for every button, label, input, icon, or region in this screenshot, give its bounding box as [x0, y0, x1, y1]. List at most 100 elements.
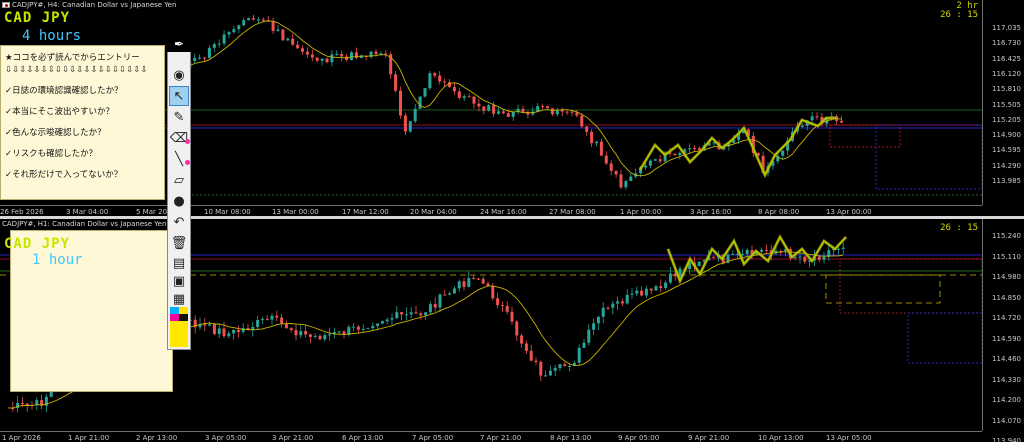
- candle-body: [784, 249, 788, 251]
- candle-body: [653, 159, 657, 161]
- candle-body: [304, 331, 308, 335]
- time-tick: 13 Mar 00:00: [272, 208, 319, 216]
- pen-icon[interactable]: ✎: [173, 109, 185, 125]
- checklist-notepad[interactable]: ★ココを必ず読んでからエントリー ⇩⇩⇩⇩⇩⇩⇩⇩⇩⇩⇩⇩⇩⇩⇩⇩⇩⇩⇩⇩ ✓日…: [0, 45, 165, 200]
- candle-body: [482, 106, 486, 111]
- time-tick: 13 Apr 00:00: [826, 208, 872, 216]
- line-icon[interactable]: ╲: [169, 149, 190, 169]
- dot-icon[interactable]: ●: [173, 193, 185, 209]
- cursor-icon[interactable]: ↖: [169, 86, 189, 106]
- color-palette-icon[interactable]: [170, 307, 188, 347]
- candle-body: [560, 109, 564, 112]
- note-check-wave: ✓本当にそこ波出やすいか？: [5, 107, 114, 117]
- candle-body: [193, 319, 197, 328]
- candle-body: [281, 29, 285, 41]
- candle-body: [779, 250, 783, 252]
- candle-body: [836, 248, 840, 250]
- candle-body: [515, 321, 519, 336]
- panel-separator[interactable]: [0, 216, 1024, 219]
- clipboard-icon[interactable]: ▦: [172, 291, 186, 307]
- candle-body: [746, 129, 750, 136]
- h1-bar-countdown: 26 : 15: [940, 223, 978, 233]
- candle-body: [740, 253, 744, 255]
- candle-body: [294, 330, 298, 336]
- candle-body: [611, 303, 615, 308]
- undo-icon[interactable]: ↶: [173, 214, 185, 230]
- candle-body: [472, 278, 476, 280]
- candle-body: [629, 176, 633, 182]
- candle-body: [827, 250, 831, 257]
- candle-body: [271, 21, 275, 31]
- candle-body: [350, 52, 353, 60]
- price-tick: 113.940: [992, 437, 1021, 442]
- candle-body: [800, 125, 804, 127]
- candle-body: [313, 335, 317, 337]
- candle-body: [332, 332, 336, 335]
- candle-body: [374, 51, 378, 55]
- time-tick: 26 Feb 2026: [0, 208, 44, 216]
- eraser-icon[interactable]: ⌫: [169, 130, 190, 146]
- candle-body: [232, 29, 236, 33]
- candle-body: [619, 174, 623, 188]
- candle-body: [688, 148, 692, 150]
- candle-body: [760, 249, 764, 252]
- candle-body: [49, 389, 53, 397]
- candle-body: [810, 116, 814, 121]
- candle-body: [265, 319, 269, 321]
- candle-body: [385, 319, 389, 322]
- candle-body: [550, 108, 554, 115]
- price-tick: 115.505: [992, 100, 1021, 109]
- wave-shadow: [638, 116, 836, 179]
- candle-body: [659, 286, 663, 288]
- candle-body: [347, 327, 351, 335]
- candle-body: [428, 73, 432, 89]
- stamp-icon[interactable]: ▤: [172, 255, 186, 271]
- candle-body: [664, 282, 668, 288]
- h1-time-axis[interactable]: 1 Apr 2026 1 Apr 21:00 2 Apr 13:00 3 Apr 05…: [0, 431, 982, 442]
- candle-body: [751, 135, 755, 154]
- candle-body: [575, 112, 579, 116]
- candle-body: [276, 29, 280, 31]
- candle-body: [476, 278, 480, 280]
- candle-body: [487, 105, 491, 111]
- h1-price-axis[interactable]: 115.240 115.110 114.980 114.850 114.720 114.5…: [982, 219, 1024, 442]
- candle-body: [731, 253, 735, 255]
- camera-icon[interactable]: ▣: [172, 273, 186, 289]
- candle-body: [467, 278, 471, 287]
- eye-icon[interactable]: ◉: [173, 67, 185, 83]
- wave-zigzag-line: [667, 235, 847, 284]
- candle-body: [595, 141, 598, 144]
- canada-flag-icon: [2, 2, 10, 8]
- candle-body: [577, 347, 581, 363]
- candle-body: [497, 111, 500, 114]
- candle-body: [472, 96, 476, 104]
- candle-body: [198, 57, 202, 59]
- h4-time-axis[interactable]: 26 Feb 2026 3 Mar 04:00 5 Mar 20:00 10 Mar …: [0, 205, 982, 216]
- candle-body: [413, 108, 417, 122]
- candle-body: [793, 256, 797, 259]
- candle-body: [625, 294, 629, 304]
- time-tick: 3 Apr 21:00: [272, 434, 314, 442]
- time-tick: 6 Apr 13:00: [342, 434, 384, 442]
- candle-body: [400, 312, 404, 315]
- candle-body: [359, 55, 363, 58]
- time-tick: 7 Apr 05:00: [412, 434, 454, 442]
- note-check-journal: ✓日誌の環境認識確認したか？: [5, 86, 123, 96]
- candle-body: [419, 313, 423, 316]
- candle-body: [320, 58, 324, 61]
- h4-price-axis[interactable]: 117.035 116.730 116.425 116.120 115.810 115.5…: [982, 0, 1024, 205]
- candle-body: [840, 120, 843, 123]
- time-tick: 3 Mar 04:00: [66, 208, 109, 216]
- candle-body: [635, 290, 639, 294]
- candle-body: [251, 326, 255, 330]
- price-tick: 115.240: [992, 232, 1021, 240]
- candle-body: [25, 403, 29, 406]
- ruler-icon[interactable]: ▱: [174, 172, 184, 188]
- trash-icon[interactable]: 🗑: [170, 235, 188, 251]
- note-check-risk: ✓リスクも確認したか？: [5, 149, 98, 159]
- candle-body: [395, 312, 399, 319]
- pin-icon[interactable]: ✒: [167, 35, 191, 52]
- price-tick: 114.460: [992, 355, 1021, 363]
- time-tick: 20 Mar 04:00: [410, 208, 457, 216]
